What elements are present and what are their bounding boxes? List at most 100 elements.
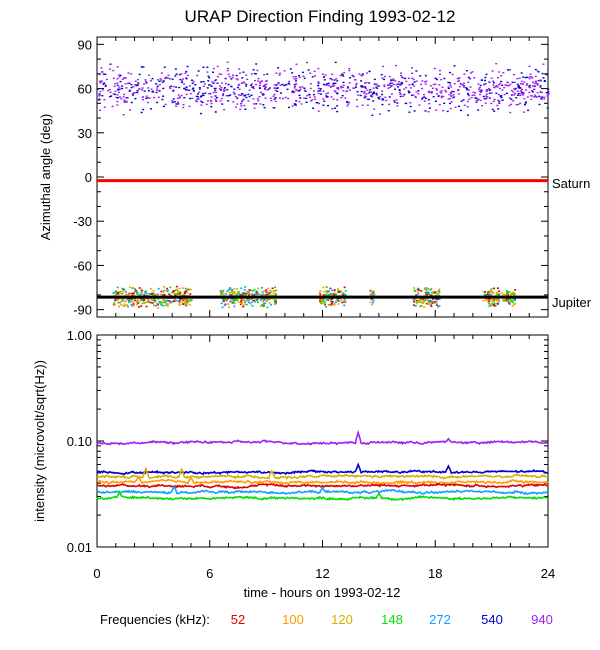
scatter-point <box>127 294 130 297</box>
scatter-point <box>223 298 226 300</box>
scatter-point <box>418 289 421 291</box>
scatter-point <box>132 92 135 94</box>
scatter-point <box>250 83 253 85</box>
scatter-point <box>468 94 471 97</box>
scatter-point <box>201 92 204 95</box>
scatter-point <box>141 302 144 305</box>
scatter-point <box>266 89 269 91</box>
scatter-point <box>488 300 491 303</box>
scatter-point <box>119 80 122 83</box>
scatter-point <box>387 87 390 89</box>
scatter-point <box>496 298 499 301</box>
scatter-point <box>427 99 430 101</box>
scatter-point <box>415 294 418 296</box>
legend-item-100: 100 <box>282 612 304 627</box>
scatter-point <box>176 288 179 291</box>
scatter-point <box>435 292 438 294</box>
scatter-point <box>341 74 344 76</box>
scatter-point <box>332 84 335 86</box>
scatter-point <box>508 69 511 71</box>
scatter-point <box>265 291 268 294</box>
scatter-point <box>412 94 415 96</box>
scatter-point <box>257 99 260 102</box>
scatter-point <box>346 90 349 92</box>
scatter-point <box>253 107 256 109</box>
scatter-point <box>485 90 488 93</box>
scatter-point <box>191 97 194 100</box>
scatter-point <box>132 304 135 307</box>
scatter-point <box>343 304 346 307</box>
scatter-point <box>469 72 472 74</box>
scatter-point <box>138 306 141 308</box>
scatter-point <box>175 103 178 105</box>
scatter-point <box>196 100 199 103</box>
legend-label: Frequencies (kHz): <box>100 612 210 627</box>
scatter-point <box>511 291 514 294</box>
scatter-point <box>392 78 395 80</box>
scatter-point <box>238 68 241 70</box>
scatter-point <box>137 78 140 81</box>
scatter-point <box>214 111 217 114</box>
scatter-point <box>340 290 343 292</box>
scatter-point <box>349 89 352 91</box>
scatter-point <box>370 303 373 306</box>
scatter-point <box>491 70 494 72</box>
scatter-point <box>172 85 175 88</box>
scatter-point <box>318 291 321 294</box>
scatter-point <box>103 82 106 84</box>
scatter-point <box>426 293 429 296</box>
scatter-point <box>230 85 233 88</box>
scatter-point <box>361 104 364 106</box>
scatter-point <box>184 72 187 74</box>
scatter-point <box>381 77 384 79</box>
scatter-point <box>478 93 481 96</box>
scatter-point <box>160 79 163 81</box>
scatter-point <box>253 300 256 303</box>
scatter-point <box>117 91 120 94</box>
scatter-point <box>514 88 517 91</box>
scatter-point <box>413 287 416 289</box>
scatter-point <box>189 92 192 95</box>
scatter-point <box>269 291 272 293</box>
scatter-point <box>242 71 245 73</box>
scatter-point <box>98 93 101 95</box>
scatter-point <box>294 76 297 78</box>
scatter-point <box>330 96 333 98</box>
scatter-point <box>427 288 430 290</box>
scatter-point <box>178 303 181 306</box>
scatter-point <box>535 96 538 98</box>
scatter-point <box>252 98 255 100</box>
scatter-point <box>496 104 499 107</box>
scatter-point <box>114 90 117 92</box>
scatter-point <box>516 90 519 93</box>
scatter-point <box>210 102 213 105</box>
scatter-point <box>325 294 328 296</box>
scatter-point <box>428 303 431 305</box>
scatter-point <box>227 306 230 308</box>
scatter-point <box>175 285 178 288</box>
scatter-point <box>239 294 242 297</box>
scatter-point <box>453 91 456 93</box>
scatter-point <box>493 305 496 307</box>
scatter-point <box>103 106 106 108</box>
scatter-point <box>543 98 546 100</box>
scatter-point <box>471 71 474 73</box>
scatter-point <box>369 290 372 293</box>
scatter-point <box>533 82 536 85</box>
scatter-point <box>223 304 226 307</box>
scatter-point <box>259 82 262 84</box>
scatter-point <box>369 293 372 296</box>
scatter-point <box>164 297 167 300</box>
scatter-point <box>248 293 251 296</box>
scatter-point <box>150 88 153 90</box>
scatter-point <box>450 101 453 103</box>
scatter-point <box>402 95 405 97</box>
scatter-point <box>143 297 146 300</box>
scatter-point <box>120 303 123 306</box>
scatter-point <box>283 84 286 87</box>
scatter-point <box>232 91 235 93</box>
scatter-point <box>242 298 245 301</box>
scatter-point <box>334 292 337 295</box>
scatter-point <box>212 71 215 73</box>
scatter-point <box>197 70 200 72</box>
